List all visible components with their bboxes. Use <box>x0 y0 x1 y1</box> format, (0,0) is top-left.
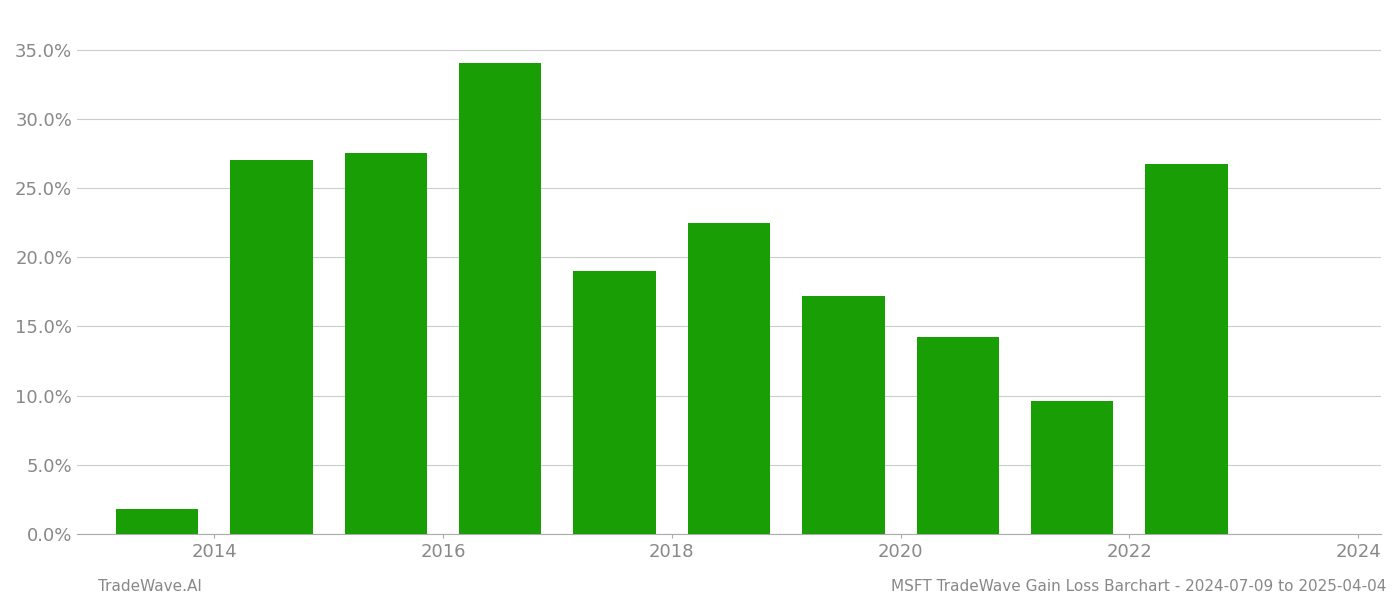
Bar <box>1030 401 1113 534</box>
Bar <box>802 296 885 534</box>
Bar <box>344 154 427 534</box>
Bar <box>116 509 199 534</box>
Bar <box>687 223 770 534</box>
Bar <box>574 271 655 534</box>
Text: TradeWave.AI: TradeWave.AI <box>98 579 202 594</box>
Bar <box>459 64 542 534</box>
Text: MSFT TradeWave Gain Loss Barchart - 2024-07-09 to 2025-04-04: MSFT TradeWave Gain Loss Barchart - 2024… <box>890 579 1386 594</box>
Bar <box>917 337 1000 534</box>
Bar <box>1145 164 1228 534</box>
Bar <box>230 160 312 534</box>
